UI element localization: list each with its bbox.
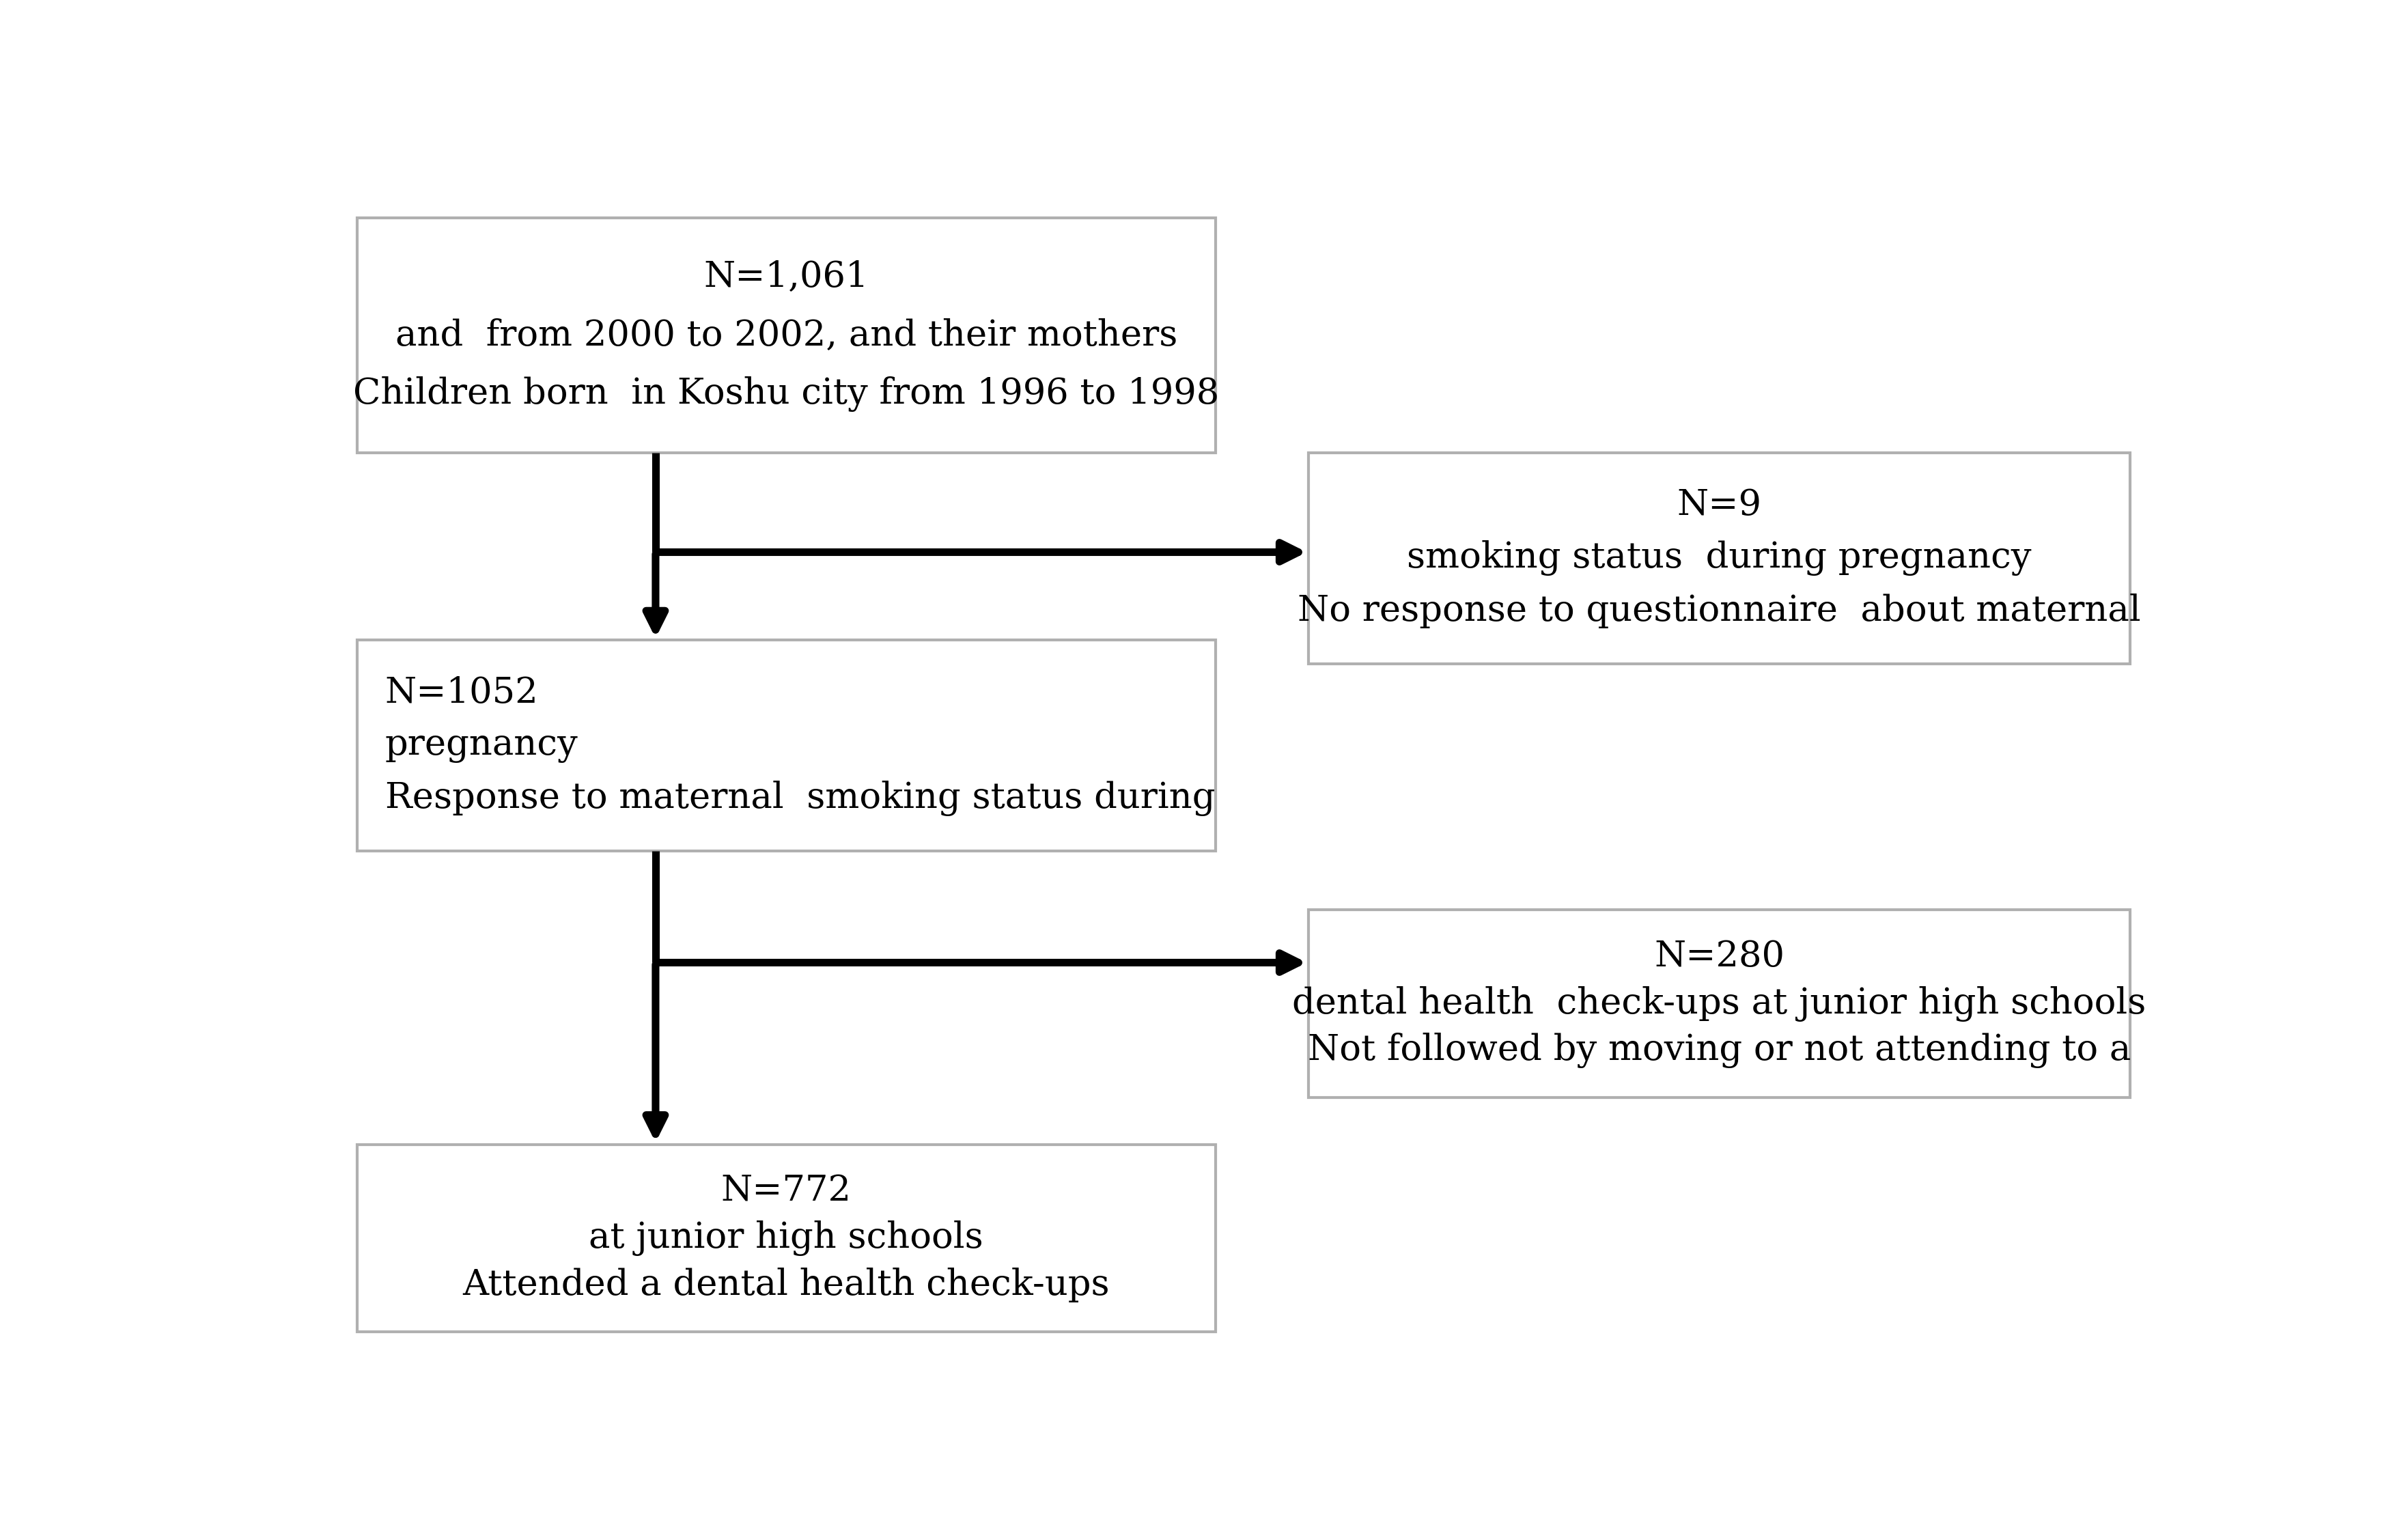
Text: N=1,061: N=1,061 — [703, 259, 869, 294]
Text: dental health  check-ups at junior high schools: dental health check-ups at junior high s… — [1293, 985, 2146, 1022]
Text: and  from 2000 to 2002, and their mothers: and from 2000 to 2002, and their mothers — [395, 318, 1178, 353]
Text: at junior high schools: at junior high schools — [590, 1220, 982, 1256]
Text: No response to questionnaire  about maternal: No response to questionnaire about mater… — [1298, 594, 2141, 627]
Text: Children born  in Koshu city from 1996 to 1998: Children born in Koshu city from 1996 to… — [354, 376, 1218, 411]
Text: Attended a dental health check-ups: Attended a dental health check-ups — [462, 1267, 1110, 1302]
FancyBboxPatch shape — [356, 640, 1216, 851]
Text: Response to maternal  smoking status during: Response to maternal smoking status duri… — [385, 781, 1216, 816]
FancyBboxPatch shape — [356, 218, 1216, 452]
Text: smoking status  during pregnancy: smoking status during pregnancy — [1406, 541, 2032, 576]
Text: pregnancy: pregnancy — [385, 728, 578, 763]
Text: N=280: N=280 — [1654, 940, 1784, 975]
FancyBboxPatch shape — [1310, 452, 2131, 664]
Text: N=1052: N=1052 — [385, 676, 539, 710]
FancyBboxPatch shape — [1310, 909, 2131, 1098]
Text: N=772: N=772 — [720, 1174, 852, 1209]
FancyBboxPatch shape — [356, 1144, 1216, 1333]
Text: N=9: N=9 — [1676, 487, 1763, 522]
Text: Not followed by moving or not attending to a: Not followed by moving or not attending … — [1308, 1033, 2131, 1068]
